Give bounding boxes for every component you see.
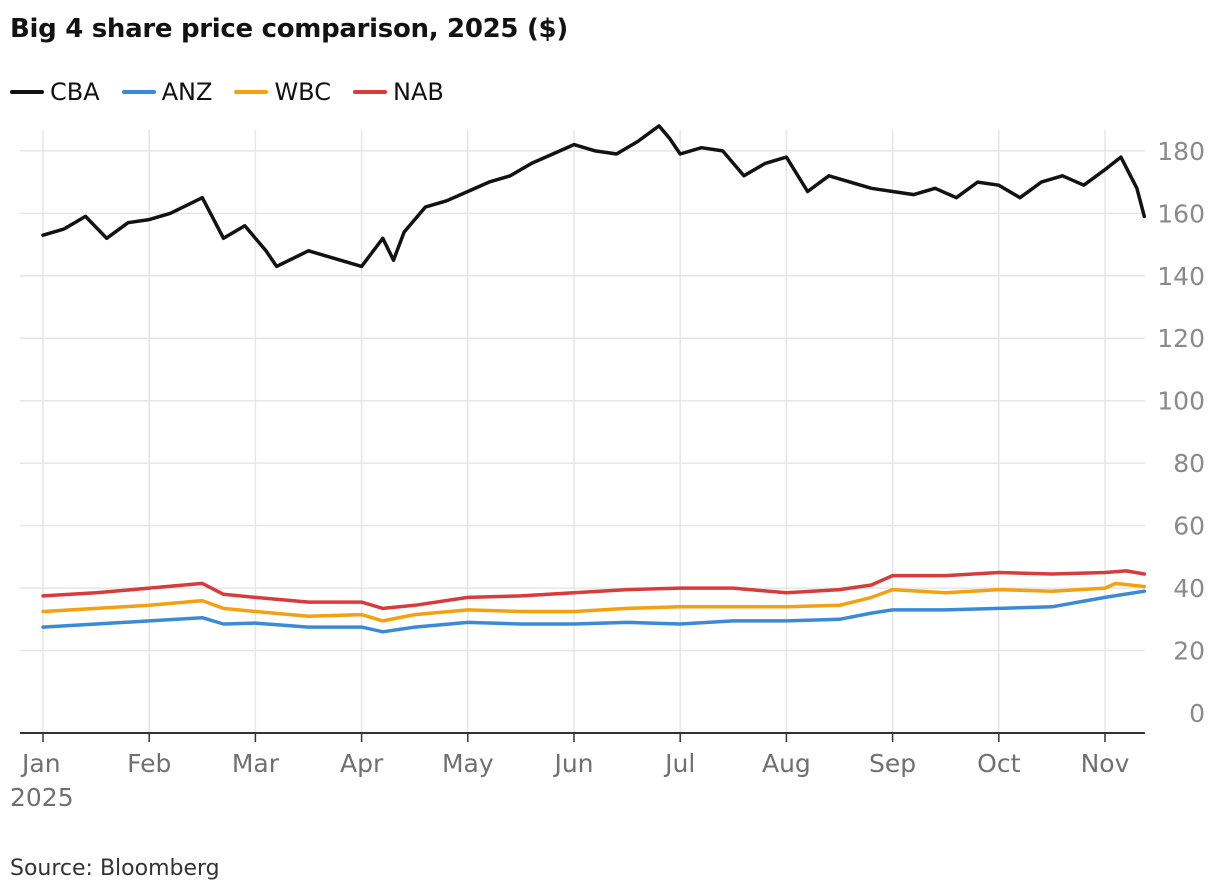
y-tick-label: 100	[1157, 387, 1205, 416]
series-line-cba	[41, 124, 1147, 269]
y-tick-label: 80	[1173, 449, 1205, 478]
legend-swatch-cba	[10, 90, 44, 94]
legend-swatch-wbc	[234, 90, 269, 94]
x-tick-label: May	[442, 749, 494, 778]
x-tick-label: Jan	[20, 749, 61, 778]
legend-label-cba: CBA	[50, 78, 100, 106]
x-tick-label: Sep	[869, 749, 916, 778]
x-tick-label: Aug	[762, 749, 811, 778]
chart-legend: CBA ANZ WBC NAB	[10, 78, 444, 106]
y-tick-label: 0	[1189, 699, 1205, 728]
legend-swatch-nab	[352, 90, 387, 94]
legend-item-cba: CBA	[10, 78, 100, 106]
y-tick-label: 180	[1157, 137, 1205, 166]
legend-label-nab: NAB	[392, 78, 444, 106]
x-tick-label: Mar	[232, 749, 280, 778]
y-tick-label: 20	[1173, 637, 1205, 666]
x-tick-label: Feb	[127, 749, 171, 778]
x-tick-label: Nov	[1081, 749, 1130, 778]
y-tick-label: 120	[1157, 324, 1205, 353]
source-note: Source: Bloomberg	[10, 856, 220, 881]
chart-title: Big 4 share price comparison, 2025 ($)	[10, 14, 568, 44]
x-tick-label: Oct	[977, 749, 1020, 778]
series-line-nab	[41, 569, 1147, 611]
y-tick-label: 60	[1173, 512, 1205, 541]
y-tick-label: 140	[1157, 262, 1205, 291]
legend-label-wbc: WBC	[274, 78, 331, 106]
y-tick-label: 160	[1157, 199, 1205, 228]
x-tick-label: Jul	[663, 749, 695, 778]
series-line-wbc	[41, 581, 1147, 623]
legend-swatch-anz	[121, 90, 156, 94]
legend-label-anz: ANZ	[161, 78, 213, 106]
x-tick-label: Apr	[340, 749, 384, 778]
y-tick-label: 40	[1173, 574, 1205, 603]
legend-item-nab: NAB	[352, 78, 444, 106]
legend-item-anz: ANZ	[121, 78, 213, 106]
x-tick-label: Jun	[552, 749, 593, 778]
series-line-anz	[41, 589, 1147, 634]
x-year-label: 2025	[10, 783, 74, 812]
legend-item-wbc: WBC	[234, 78, 331, 106]
